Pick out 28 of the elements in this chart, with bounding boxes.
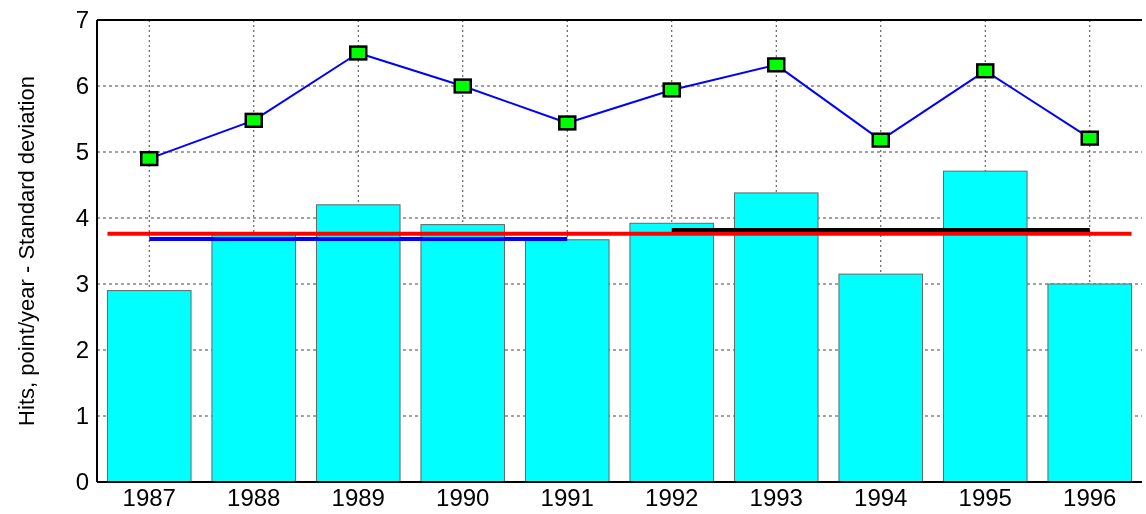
x-tick-label: 1992	[645, 484, 699, 511]
y-axis-title: Hits, point/year - Standard deviation	[14, 76, 39, 426]
x-tick-label: 1988	[227, 484, 281, 511]
bar	[524, 239, 610, 483]
y-tick-label: 6	[75, 72, 89, 100]
y-tick-label: 5	[75, 138, 89, 166]
bar	[420, 224, 506, 483]
x-tick-label: 1987	[122, 484, 176, 511]
bar	[1047, 283, 1133, 483]
x-tick-label: 1995	[958, 484, 1012, 511]
y-tick-label: 0	[75, 468, 89, 496]
x-tick-label: 1991	[540, 484, 594, 511]
y-tick-label: 3	[75, 270, 89, 298]
bar	[629, 222, 715, 483]
y-tick-label: 2	[75, 336, 89, 364]
x-tick-label: 1996	[1063, 484, 1117, 511]
bar	[733, 192, 819, 483]
bar	[942, 170, 1028, 483]
bar	[838, 273, 924, 483]
x-tick-label: 1993	[749, 484, 803, 511]
x-tick-label: 1990	[436, 484, 490, 511]
y-tick-label: 7	[75, 6, 89, 34]
y-tick-label: 1	[75, 402, 89, 430]
bar	[315, 204, 401, 483]
bar	[106, 290, 192, 483]
y-tick-label: 4	[75, 204, 89, 232]
x-tick-label: 1989	[331, 484, 385, 511]
x-tick-label: 1994	[854, 484, 908, 511]
